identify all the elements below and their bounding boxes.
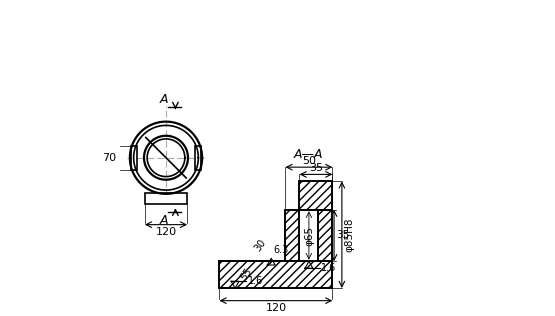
Bar — [195, 146, 201, 169]
Text: 1.6: 1.6 — [321, 263, 336, 273]
Text: φ85H8: φ85H8 — [345, 217, 355, 252]
Bar — [300, 210, 319, 261]
Text: A: A — [159, 93, 168, 106]
Text: 35: 35 — [309, 163, 323, 173]
Text: A—A: A—A — [294, 148, 324, 161]
Bar — [145, 193, 187, 204]
Bar — [285, 210, 332, 261]
Text: 35: 35 — [336, 230, 350, 240]
Bar — [300, 181, 332, 210]
Bar — [285, 210, 332, 261]
Text: 120: 120 — [265, 302, 286, 313]
Text: 1.6: 1.6 — [248, 276, 263, 286]
Bar — [219, 261, 332, 288]
Text: A: A — [159, 214, 168, 227]
Text: 6.3: 6.3 — [273, 245, 288, 255]
Bar — [130, 146, 137, 169]
Text: 50: 50 — [302, 155, 316, 166]
Text: 120: 120 — [155, 227, 176, 237]
Text: φ65: φ65 — [304, 225, 314, 246]
Bar — [300, 181, 332, 210]
Text: 55: 55 — [239, 266, 254, 282]
Bar — [219, 261, 332, 288]
Text: 70: 70 — [102, 153, 116, 163]
Text: 30: 30 — [253, 238, 268, 253]
